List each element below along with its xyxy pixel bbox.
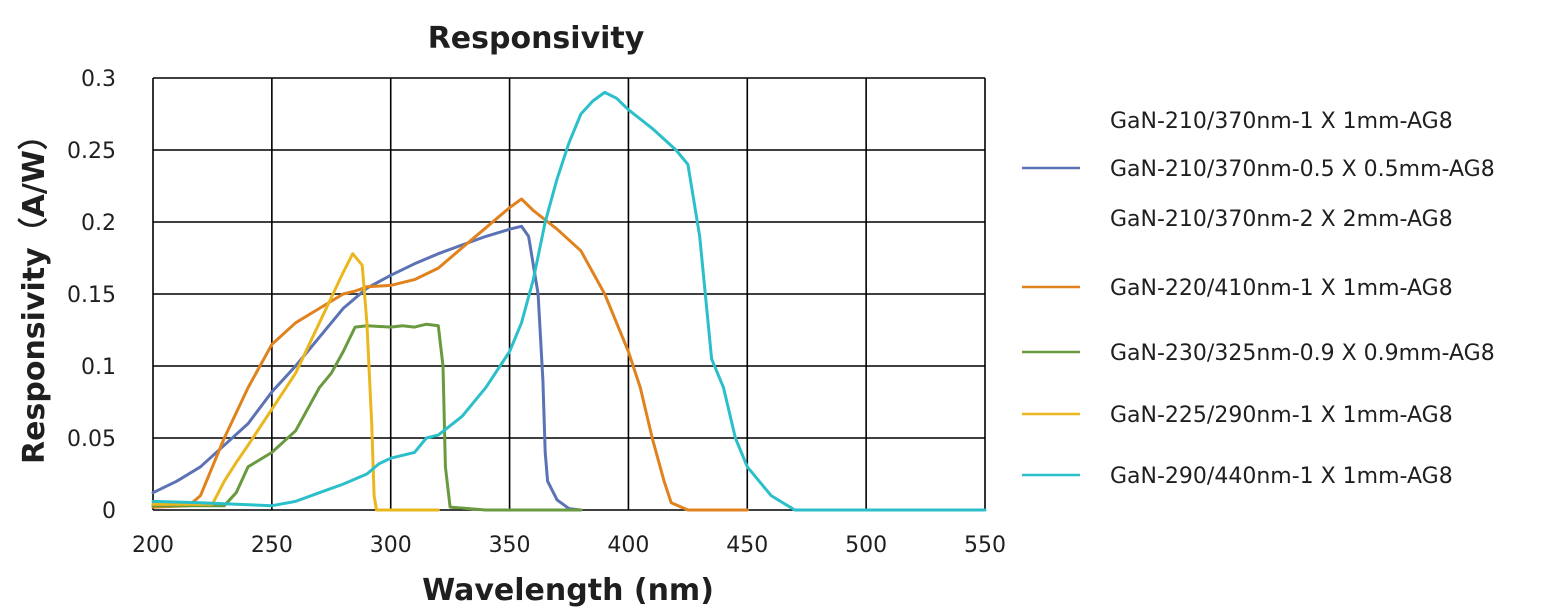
y-tick-label: 0.2 [81, 211, 116, 236]
series-line-5 [151, 252, 440, 512]
chart-title: Responsivity [428, 21, 645, 56]
legend-label-1: GaN-210/370nm-0.5 X 0.5mm-AG8 [1110, 157, 1495, 182]
y-tick-label: 0.1 [81, 355, 116, 380]
x-tick-label: 400 [607, 533, 649, 558]
x-tick-label: 350 [489, 533, 531, 558]
y-tick-label: 0.15 [67, 283, 116, 308]
x-tick-label: 200 [132, 533, 174, 558]
y-tick-label: 0.3 [81, 67, 116, 92]
series-line-6 [151, 90, 987, 512]
legend: GaN-210/370nm-1 X 1mm-AG8 GaN-210/370nm-0… [1022, 109, 1495, 489]
x-axis-ticks: 200 250 300 350 400 450 500 550 [132, 533, 1006, 558]
x-tick-label: 450 [726, 533, 768, 558]
y-tick-label: 0 [102, 499, 116, 524]
x-tick-label: 500 [845, 533, 887, 558]
x-tick-label: 250 [251, 533, 293, 558]
legend-label-3: GaN-220/410nm-1 X 1mm-AG8 [1110, 276, 1453, 301]
series-line-1 [151, 224, 583, 512]
legend-label-0: GaN-210/370nm-1 X 1mm-AG8 [1110, 109, 1453, 134]
legend-label-4: GaN-230/325nm-0.9 X 0.9mm-AG8 [1110, 341, 1495, 366]
series-line-3 [151, 197, 749, 512]
legend-label-5: GaN-225/290nm-1 X 1mm-AG8 [1110, 403, 1453, 428]
y-axis-ticks: 0 0.05 0.1 0.15 0.2 0.25 0.3 [67, 67, 116, 524]
legend-label-2: GaN-210/370nm-2 X 2mm-AG8 [1110, 207, 1453, 232]
legend-label-6: GaN-290/440nm-1 X 1mm-AG8 [1110, 464, 1453, 489]
plot-grid [152, 77, 986, 511]
y-axis-label: Responsivity（A/W） [17, 120, 52, 464]
x-tick-label: 300 [370, 533, 412, 558]
y-tick-label: 0.05 [67, 427, 116, 452]
series-layer [151, 90, 987, 512]
x-tick-label: 550 [964, 533, 1006, 558]
y-tick-label: 0.25 [67, 139, 116, 164]
x-axis-label: Wavelength (nm) [422, 573, 714, 608]
